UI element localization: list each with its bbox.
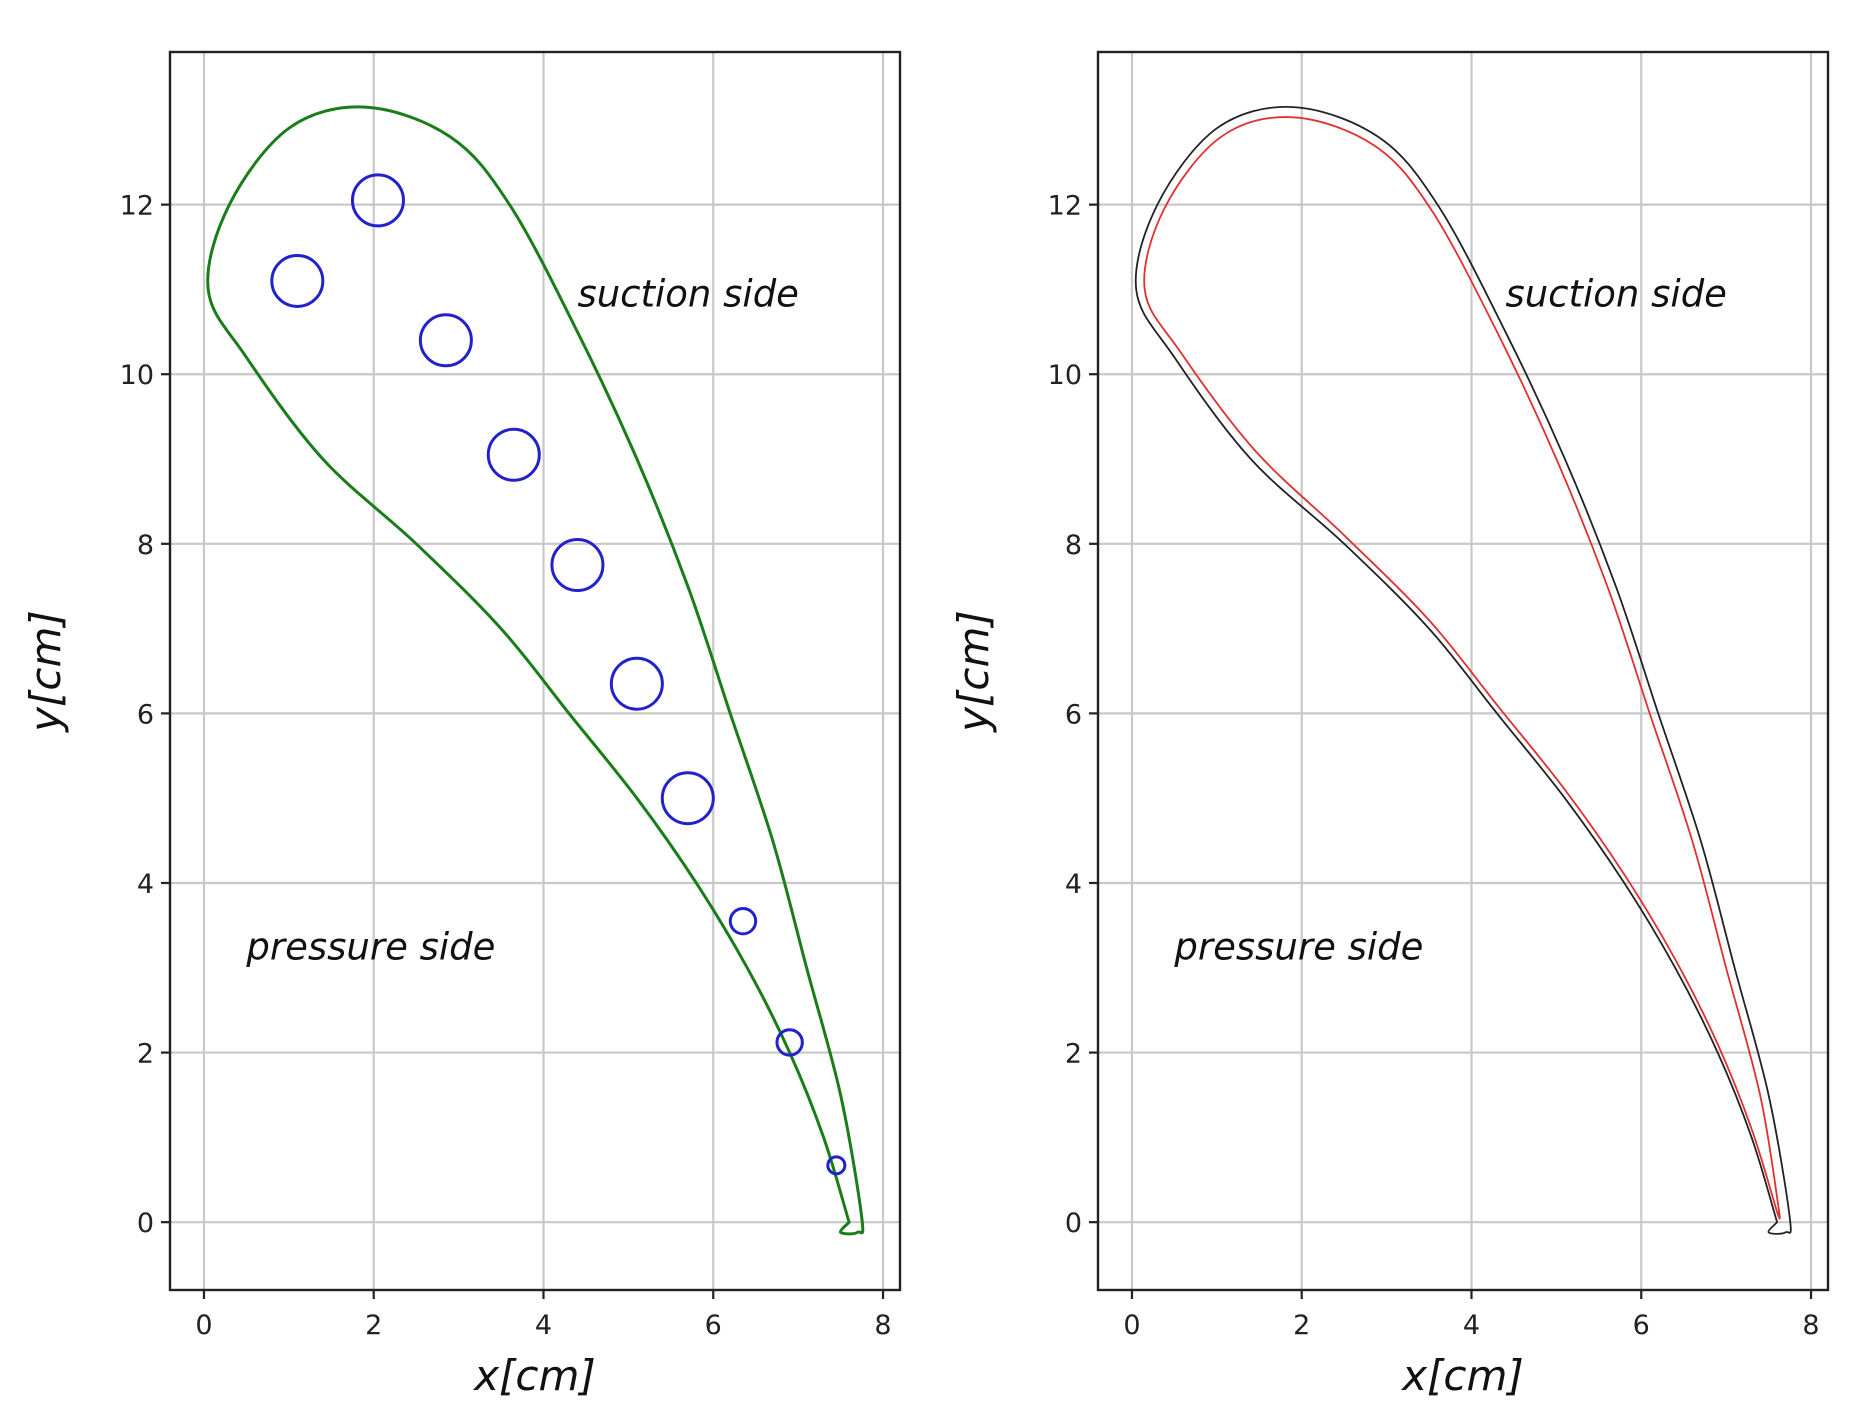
x-tick-label: 0 <box>195 1310 212 1341</box>
y-tick-label: 4 <box>137 869 154 900</box>
series-line-inner-profile <box>1143 116 1781 1220</box>
y-tick-label: 8 <box>1065 530 1082 561</box>
y-tick-label: 12 <box>1048 191 1082 222</box>
y-axis-label: y[cm] <box>21 610 70 734</box>
y-tick-label: 6 <box>1065 699 1082 730</box>
panel-left: suction side pressure side 0 2 4 6 8 0 2 4 6 8 10 1… <box>21 50 902 1400</box>
cooling-hole-9 <box>775 1028 804 1057</box>
panel-right: suction side pressure side 0 2 4 6 8 0 2 4 6 8 10 1… <box>949 50 1830 1400</box>
axes-frame <box>168 50 902 1292</box>
cooling-hole-10 <box>826 1155 847 1176</box>
x-tick-label: 4 <box>535 1310 552 1341</box>
x-tick-label: 0 <box>1123 1310 1140 1341</box>
y-axis-label: y[cm] <box>949 610 998 734</box>
annotation-suction-side: suction side <box>577 272 799 315</box>
y-tick-label: 8 <box>137 530 154 561</box>
y-tick-label: 4 <box>1065 869 1082 900</box>
cooling-hole-3 <box>418 313 473 368</box>
x-tick-label: 2 <box>365 1310 382 1341</box>
x-axis-label: x[cm] <box>1400 1351 1524 1400</box>
y-tick-label: 2 <box>137 1039 154 1070</box>
cooling-hole-5 <box>550 538 605 593</box>
annotation-suction-side: suction side <box>1505 272 1727 315</box>
annotation-pressure-side: pressure side <box>1173 925 1423 968</box>
y-tick-label: 10 <box>1048 360 1082 391</box>
x-tick-label: 8 <box>874 1310 891 1341</box>
cooling-hole-6 <box>609 656 664 711</box>
cooling-hole-4 <box>486 427 541 482</box>
series-line-outer-profile <box>1134 106 1792 1235</box>
series-line-blade-profile <box>206 105 865 1236</box>
y-tick-label: 0 <box>1065 1208 1082 1239</box>
cooling-hole-2 <box>350 173 405 228</box>
cooling-hole-1 <box>270 253 325 308</box>
y-tick-label: 12 <box>120 191 154 222</box>
x-tick-label: 6 <box>705 1310 722 1341</box>
axes-frame <box>1096 50 1830 1292</box>
x-tick-label: 2 <box>1293 1310 1310 1341</box>
y-tick-label: 2 <box>1065 1039 1082 1070</box>
x-axis-label: x[cm] <box>472 1351 596 1400</box>
x-tick-label: 4 <box>1463 1310 1480 1341</box>
cooling-hole-8 <box>728 906 758 936</box>
x-tick-label: 6 <box>1633 1310 1650 1341</box>
y-tick-label: 6 <box>137 699 154 730</box>
annotation-pressure-side: pressure side <box>245 925 495 968</box>
y-tick-label: 0 <box>137 1208 154 1239</box>
y-tick-label: 10 <box>120 360 154 391</box>
cooling-hole-7 <box>660 771 715 826</box>
x-tick-label: 8 <box>1802 1310 1819 1341</box>
